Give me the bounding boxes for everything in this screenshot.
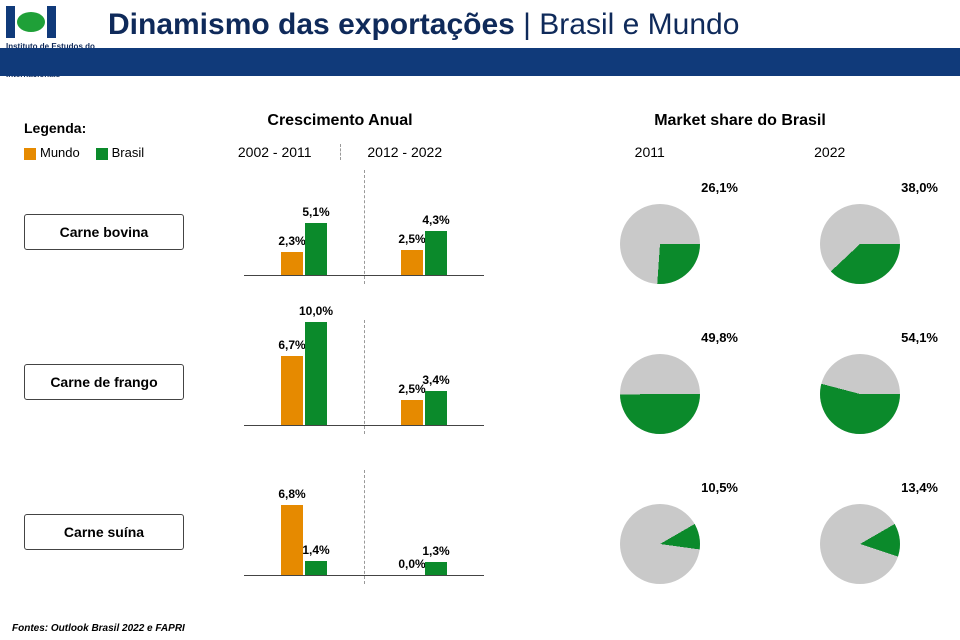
pie-slice	[820, 204, 900, 284]
logo-bar-right	[47, 6, 56, 38]
pie-slice	[620, 354, 700, 434]
bar-label-mundo: 0,0%	[395, 557, 429, 571]
row-label-bovina: Carne bovina	[24, 214, 184, 250]
bar-label-brasil: 5,1%	[299, 205, 333, 219]
bar-mundo: 2,5%	[401, 250, 423, 276]
growth-sub-right: 2012 - 2022	[367, 144, 442, 160]
pie-slice	[820, 354, 900, 434]
title-area: Dinamismo das exportações | Brasil e Mun…	[108, 8, 960, 70]
bar-group: 2,5%4,3%	[396, 170, 452, 276]
share-sub-left: 2011	[635, 144, 665, 160]
bar-group: 2,3%5,1%	[276, 170, 332, 276]
bar-label-mundo: 6,8%	[275, 487, 309, 501]
bar-label-brasil: 4,3%	[419, 213, 453, 227]
bar-mundo: 6,7%	[281, 356, 303, 426]
growth-header: Crescimento Anual 2002 - 2011 2012 - 202…	[210, 112, 470, 160]
bar-group: 2,5%3,4%	[396, 320, 452, 426]
swatch-brasil	[96, 148, 108, 160]
bar-label-mundo: 2,5%	[395, 232, 429, 246]
pie-icon	[620, 204, 700, 284]
bar-brasil: 1,3%	[425, 562, 447, 576]
bar-baseline	[244, 575, 484, 576]
bar-label-brasil: 10,0%	[299, 304, 333, 318]
bar-brasil: 4,3%	[425, 231, 447, 276]
legend-block: Legenda: Mundo Brasil	[24, 120, 174, 160]
swatch-mundo	[24, 148, 36, 160]
barcell-suina: 6,8%1,4%0,0%1,3%	[224, 470, 504, 594]
share-sub-right: 2022	[814, 144, 845, 160]
pie-slice	[620, 504, 700, 584]
source-text: Fontes: Outlook Brasil 2022 e FAPRI	[12, 623, 185, 634]
bar-label-brasil: 3,4%	[419, 373, 453, 387]
logo-bar-left	[6, 6, 15, 38]
barcell-frango: 6,7%10,0%2,5%3,4%	[224, 320, 504, 444]
pie-label: 38,0%	[901, 180, 938, 195]
pie-label: 54,1%	[901, 330, 938, 345]
pie-icon	[820, 504, 900, 584]
logo-mark	[6, 6, 98, 38]
bar-group: 6,8%1,4%	[276, 470, 332, 576]
bar-brasil: 10,0%	[305, 322, 327, 426]
bar-brasil: 1,4%	[305, 561, 327, 576]
growth-title: Crescimento Anual	[210, 112, 470, 130]
bar-label-mundo: 6,7%	[275, 338, 309, 352]
bar-brasil: 3,4%	[425, 391, 447, 426]
barcell-bovina: 2,3%5,1%2,5%4,3%	[224, 170, 504, 294]
row-carne-bovina: Carne bovina 2,3%5,1%2,5%4,3% 26,1% 38,0…	[24, 170, 936, 294]
page-title: Dinamismo das exportações | Brasil e Mun…	[108, 8, 739, 42]
bar-label-mundo: 2,3%	[275, 234, 309, 248]
growth-divider	[340, 144, 341, 160]
legend-text-mundo: Mundo	[40, 145, 80, 160]
title-sep: |	[515, 8, 539, 41]
legend-label: Legenda:	[24, 120, 174, 136]
bar-group: 0,0%1,3%	[396, 470, 452, 576]
pie-slice	[620, 204, 700, 284]
piecell-frango-2022: 54,1%	[784, 330, 944, 440]
pie-icon	[820, 204, 900, 284]
bar-area: 6,8%1,4%0,0%1,3%	[244, 470, 484, 576]
growth-sub-left: 2002 - 2011	[238, 144, 312, 160]
bar-mundo: 6,8%	[281, 505, 303, 576]
row-carne-suina: Carne suína 6,8%1,4%0,0%1,3% 10,5% 13,4%	[24, 470, 936, 594]
legend-item-brasil: Brasil	[96, 145, 145, 160]
title-blue-bar	[0, 48, 960, 76]
bar-area: 6,7%10,0%2,5%3,4%	[244, 320, 484, 426]
pie-icon	[820, 354, 900, 434]
pie-label: 49,8%	[701, 330, 738, 345]
bar-label-brasil: 1,3%	[419, 544, 453, 558]
bar-mundo: 2,5%	[401, 400, 423, 426]
share-title: Market share do Brasil	[560, 112, 920, 130]
bar-mundo: 2,3%	[281, 252, 303, 276]
pie-label: 13,4%	[901, 480, 938, 495]
legend-text-brasil: Brasil	[112, 145, 145, 160]
pie-icon	[620, 504, 700, 584]
logo-oval	[17, 12, 45, 32]
piecell-suina-2022: 13,4%	[784, 480, 944, 590]
row-label-frango: Carne de frango	[24, 364, 184, 400]
piecell-bovina-2011: 26,1%	[584, 180, 744, 290]
bar-label-brasil: 1,4%	[299, 543, 333, 557]
legend-item-mundo: Mundo	[24, 145, 80, 160]
pie-slice	[820, 504, 900, 584]
bar-group: 6,7%10,0%	[276, 320, 332, 426]
piecell-frango-2011: 49,8%	[584, 330, 744, 440]
pie-label: 10,5%	[701, 480, 738, 495]
row-carne-frango: Carne de frango 6,7%10,0%2,5%3,4% 49,8% …	[24, 320, 936, 444]
bar-brasil: 5,1%	[305, 223, 327, 276]
row-label-suina: Carne suína	[24, 514, 184, 550]
bar-baseline	[244, 275, 484, 276]
pie-icon	[620, 354, 700, 434]
share-header: Market share do Brasil 2011 2022	[560, 112, 920, 160]
title-thin: Brasil e Mundo	[539, 8, 739, 41]
bar-area: 2,3%5,1%2,5%4,3%	[244, 170, 484, 276]
piecell-suina-2011: 10,5%	[584, 480, 744, 590]
pie-label: 26,1%	[701, 180, 738, 195]
bar-baseline	[244, 425, 484, 426]
piecell-bovina-2022: 38,0%	[784, 180, 944, 290]
title-bold: Dinamismo das exportações	[108, 8, 515, 41]
